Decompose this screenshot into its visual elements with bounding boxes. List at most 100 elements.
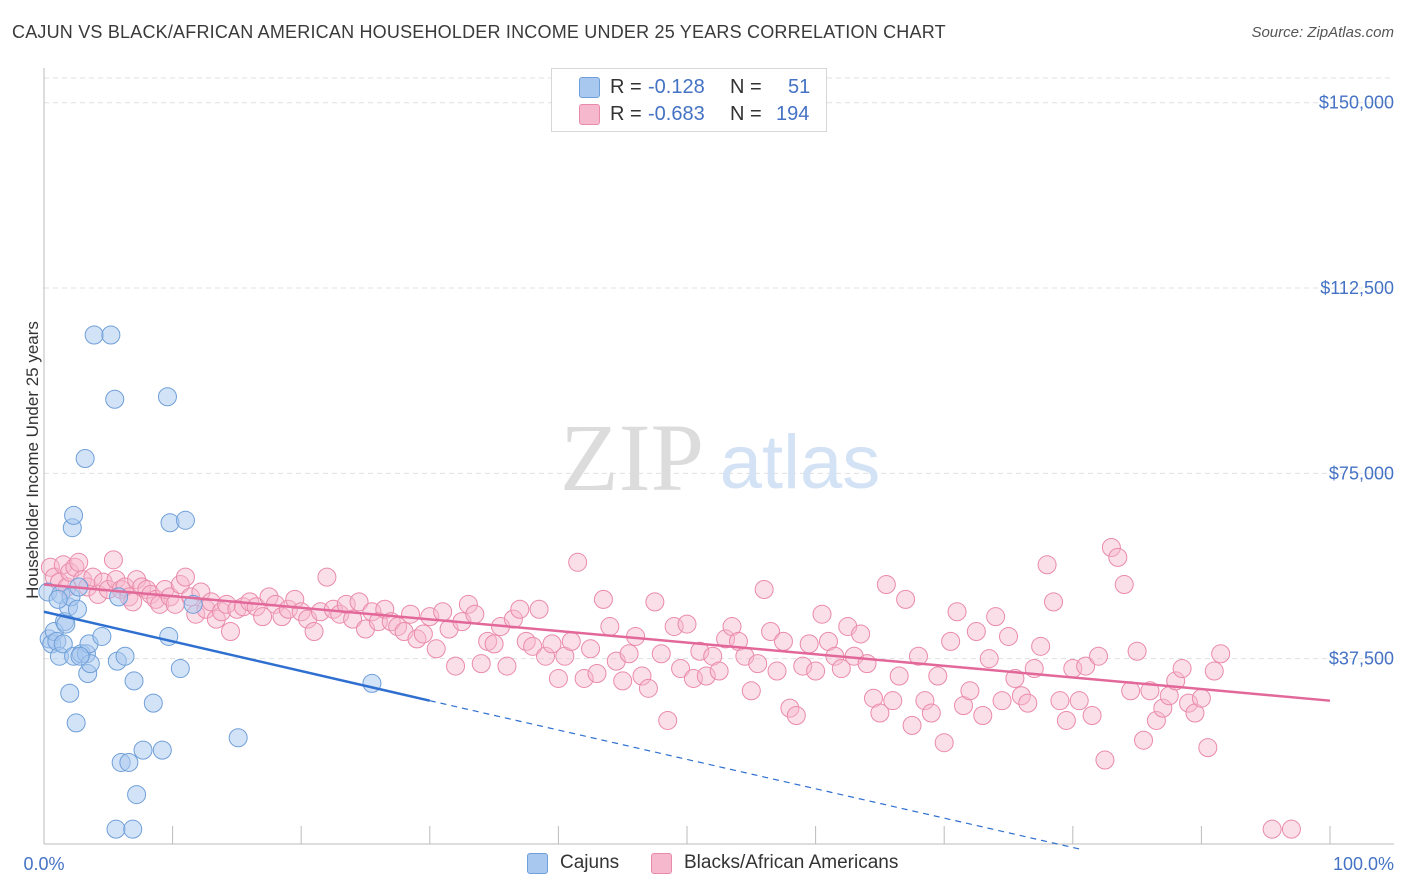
- data-point-black: [870, 703, 890, 723]
- data-point-black: [1191, 688, 1211, 708]
- data-point-black: [1044, 592, 1064, 612]
- data-point-black: [748, 654, 768, 674]
- data-point-black: [253, 607, 273, 627]
- data-point-black: [947, 602, 967, 622]
- data-point-black: [1146, 710, 1166, 730]
- data-point-black: [696, 666, 716, 686]
- data-point-black: [761, 621, 781, 641]
- data-point-black: [1172, 659, 1192, 679]
- x-tick-label: 100.0%: [1333, 854, 1394, 874]
- axes: [43, 68, 1394, 845]
- data-point-black: [658, 710, 678, 730]
- data-point-black: [220, 621, 240, 641]
- legend-swatch-black: [579, 103, 600, 125]
- data-point-cajun: [119, 752, 139, 772]
- data-point-black: [1037, 555, 1057, 575]
- trend-line-black: [43, 583, 1331, 702]
- data-point-black: [960, 681, 980, 701]
- data-point-cajun: [105, 389, 125, 409]
- x-tick-label: 0.0%: [23, 854, 64, 874]
- data-point-cajun: [127, 785, 147, 805]
- legend-r-value: -0.128: [648, 75, 705, 98]
- data-point-black: [754, 579, 774, 599]
- data-point-black: [1262, 819, 1282, 839]
- data-point-black: [458, 594, 478, 614]
- data-point-black: [1211, 644, 1231, 664]
- watermark-atlas: atlas: [720, 420, 881, 505]
- data-point-cajun: [175, 510, 195, 530]
- data-point-black: [175, 567, 195, 587]
- data-point-black: [349, 592, 369, 612]
- trend-line-cajun-extrapolated: [429, 700, 1080, 850]
- data-point-black: [1050, 691, 1070, 711]
- data-point-black: [613, 671, 633, 691]
- data-point-black: [851, 624, 871, 644]
- data-point-black: [902, 715, 922, 735]
- legend-swatch-cajun: [579, 76, 600, 98]
- data-point-black: [690, 641, 710, 661]
- data-point-black: [1204, 661, 1224, 681]
- data-point-black: [638, 678, 658, 698]
- data-point-black: [651, 644, 671, 664]
- data-point-black: [407, 629, 427, 649]
- data-point-black: [677, 614, 697, 634]
- data-point-cajun: [101, 325, 121, 345]
- data-point-black: [1101, 537, 1121, 557]
- data-point-black: [1076, 656, 1096, 676]
- data-point-black: [568, 552, 588, 572]
- legend-r-value: -0.683: [648, 102, 705, 125]
- y-axis-label: Householder Income Under 25 years: [23, 321, 42, 599]
- data-point-black: [581, 639, 601, 659]
- data-point-black: [889, 666, 909, 686]
- data-point-black: [516, 631, 536, 651]
- data-point-black: [523, 636, 543, 656]
- data-point-black: [786, 706, 806, 726]
- data-point-black: [497, 656, 517, 676]
- data-point-black: [1056, 710, 1076, 730]
- tick-labels: $37,500 $75,000 $112,500 $150,000 0.0% 100.0%: [23, 93, 1394, 874]
- watermark-zip: ZIP: [560, 404, 704, 511]
- legend-item-black[interactable]: Blacks/African Americans: [651, 852, 898, 874]
- data-point-black: [272, 607, 292, 627]
- data-point-cajun: [75, 449, 95, 469]
- data-point-black: [999, 626, 1018, 646]
- data-point-black: [671, 659, 691, 679]
- data-point-black: [53, 555, 73, 575]
- data-point-cajun: [124, 671, 144, 691]
- data-point-black: [1281, 819, 1301, 839]
- data-point-black: [908, 646, 928, 666]
- data-point-black: [1011, 686, 1031, 706]
- data-point-cajun: [183, 594, 203, 614]
- series-legend: Cajuns Blacks/African Americans: [0, 852, 1406, 878]
- data-point-black: [806, 661, 826, 681]
- data-point-cajun: [84, 325, 104, 345]
- data-point-black: [536, 646, 556, 666]
- data-point-black: [992, 691, 1012, 711]
- data-point-black: [928, 666, 948, 686]
- data-point-cajun: [170, 659, 190, 679]
- data-point-black: [1095, 750, 1115, 770]
- legend-n-label: N =: [730, 75, 762, 98]
- watermark: ZIP atlas: [560, 404, 880, 511]
- legend-swatch-cajuns: [527, 852, 548, 874]
- series-black-points: [40, 537, 1301, 839]
- data-point-black: [1018, 693, 1038, 713]
- data-point-cajun: [228, 728, 248, 748]
- data-point-black: [896, 589, 916, 609]
- legend-item-cajuns[interactable]: Cajuns: [527, 852, 619, 874]
- y-tick-label: $37,500: [1329, 649, 1394, 669]
- legend-r-label: R =: [610, 75, 642, 98]
- data-point-cajun: [53, 634, 73, 654]
- data-point-black: [1134, 730, 1154, 750]
- data-point-black: [741, 681, 761, 701]
- data-point-black: [83, 567, 103, 587]
- data-point-black: [934, 733, 954, 753]
- data-point-black: [831, 659, 851, 679]
- trend-line-cajun: [43, 610, 431, 702]
- data-point-black: [941, 631, 961, 651]
- data-point-black: [465, 604, 485, 624]
- data-point-black: [915, 691, 935, 711]
- data-point-black: [1089, 646, 1109, 666]
- data-point-black: [587, 664, 607, 684]
- chart-source: Source: ZipAtlas.com: [1251, 24, 1394, 41]
